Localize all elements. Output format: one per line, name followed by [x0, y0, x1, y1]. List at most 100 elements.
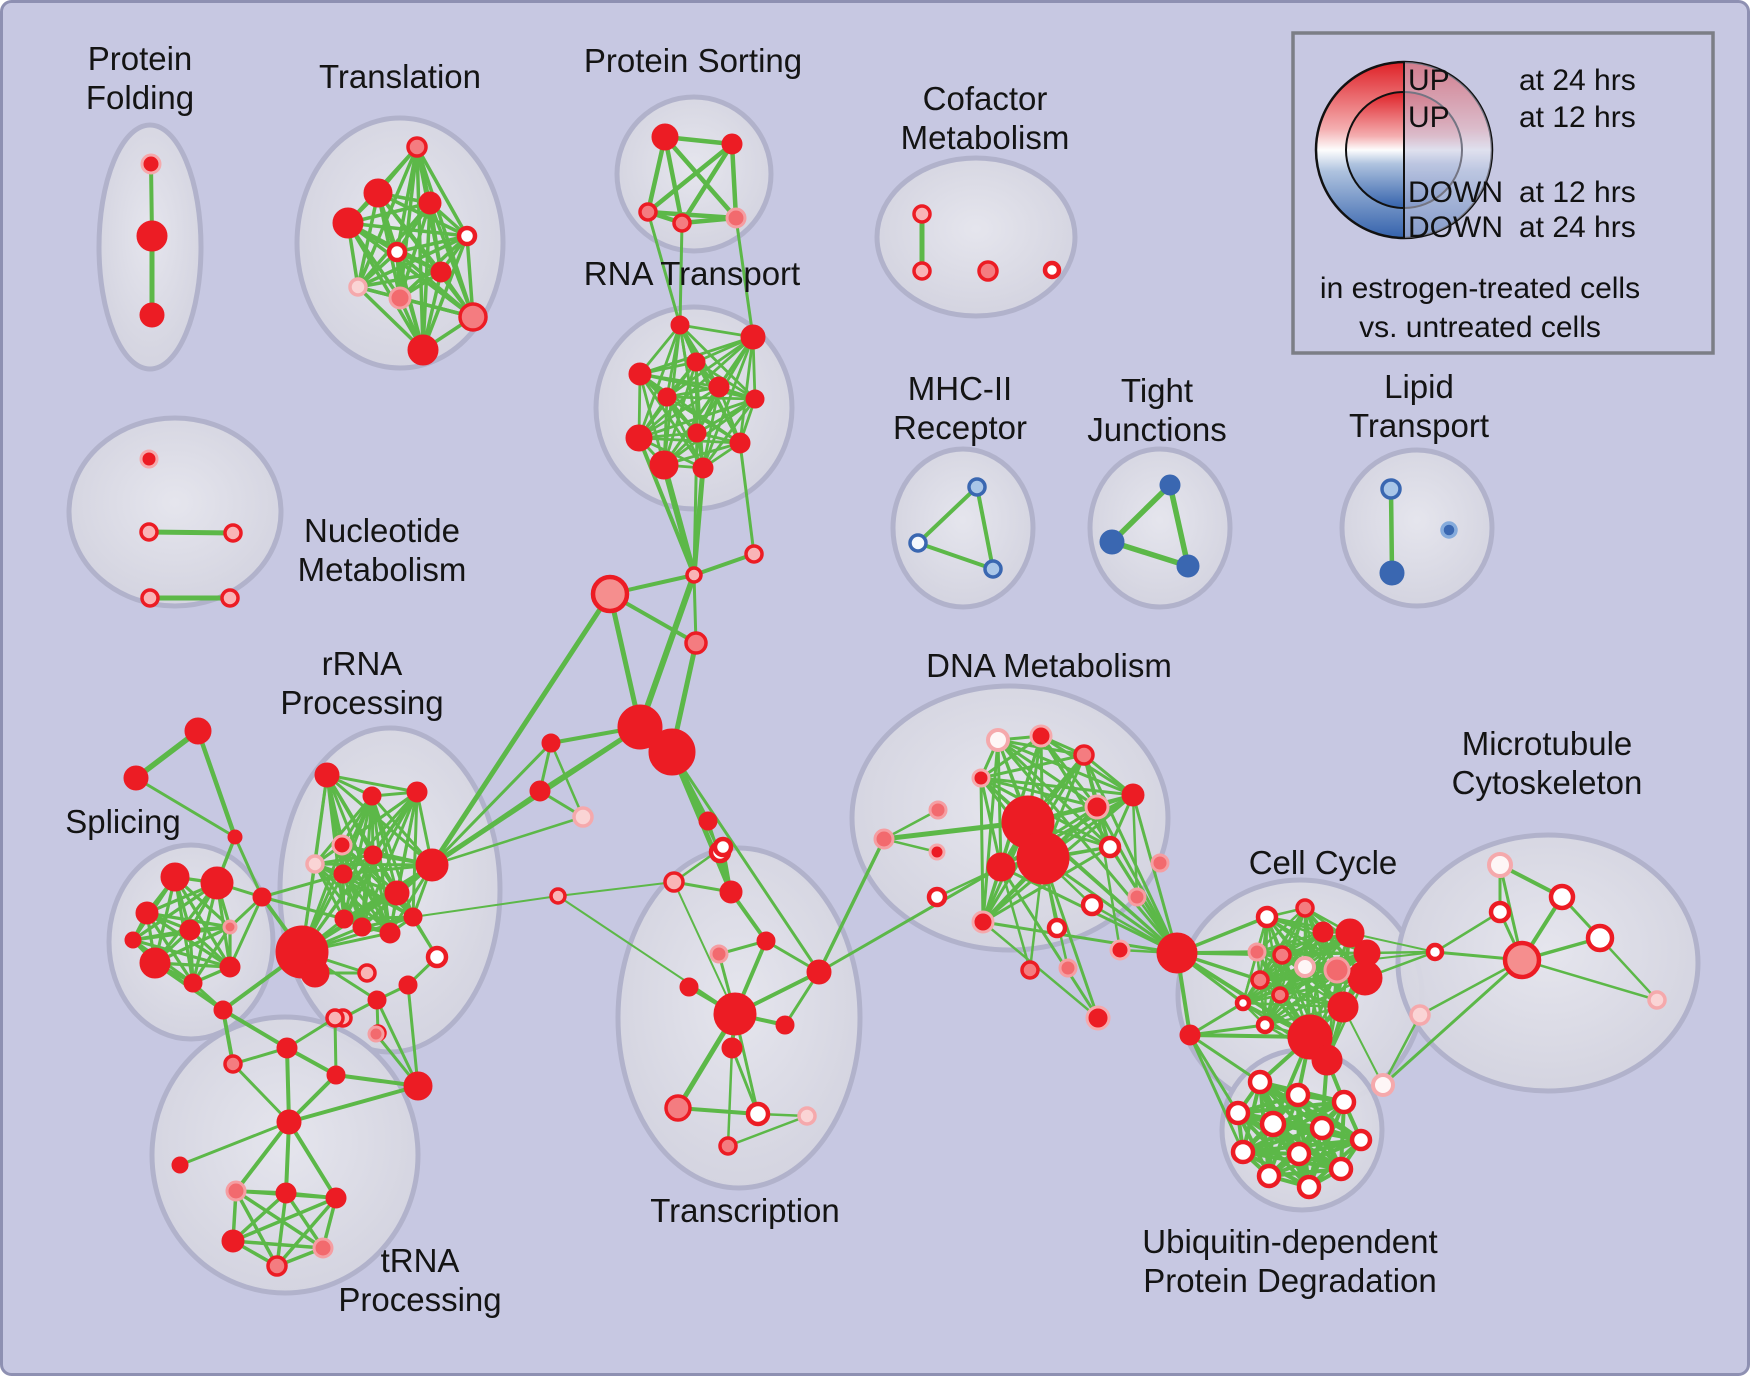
edge-tc15-tc14 — [726, 1114, 809, 1148]
cluster-label-lipid-transport: Transport — [1349, 407, 1489, 444]
gene-node-rn9 — [729, 432, 751, 454]
gene-node-tc15 — [718, 1136, 738, 1156]
gene-node-rr15 — [425, 945, 449, 969]
gene-node-pf0 — [140, 153, 162, 175]
edge-rn0-rn7 — [637, 323, 682, 440]
legend-direction-label-down-2: DOWN — [1408, 176, 1503, 209]
gene-node-rr14 — [300, 958, 330, 988]
gene-node-rr16 — [357, 963, 377, 983]
gene-node-ub11 — [1296, 1174, 1322, 1200]
node-layer — [123, 123, 1667, 1277]
gene-node-ub7 — [1230, 1139, 1256, 1165]
gene-node-rr6 — [363, 845, 383, 865]
edge-dm20-dm9 — [1095, 805, 1122, 952]
edge-tr5-tr10 — [395, 250, 475, 319]
edge-ps1-ps3 — [679, 141, 735, 226]
cluster-label-protein-folding: Folding — [86, 79, 194, 116]
gene-node-rr18 — [367, 990, 387, 1010]
edge-rr6-rr11 — [371, 853, 392, 935]
legend-footer-line-1: vs. untreated cells — [1359, 311, 1601, 344]
gene-node-ub1 — [1285, 1082, 1311, 1108]
gene-node-tc9 — [713, 992, 757, 1036]
gene-node-rn2 — [686, 352, 706, 372]
gene-node-cc6 — [1250, 970, 1270, 990]
gene-node-rr9 — [334, 909, 354, 929]
edge-tj1-tj2 — [1109, 539, 1191, 569]
edge-tr6-tr7 — [356, 270, 443, 289]
edge-rn6-rn10 — [662, 397, 757, 467]
edge-dm21-dm8 — [999, 865, 1100, 1020]
gene-node-ub8 — [1286, 1141, 1312, 1167]
gene-node-tc4 — [712, 836, 734, 858]
gene-node-rn0 — [670, 315, 690, 335]
gene-node-lp1 — [1379, 560, 1405, 586]
gene-node-cf2 — [977, 260, 999, 282]
edge-rn1-rn9 — [738, 335, 755, 445]
gene-node-sp9 — [124, 931, 142, 949]
gene-node-cc4 — [1272, 945, 1292, 965]
edge-nm1-nm2 — [146, 529, 236, 536]
edge-tn11-tn14 — [275, 1196, 338, 1268]
edge-dm0-dm9 — [996, 738, 1099, 809]
edge-mc4-mc2 — [1433, 910, 1502, 954]
edge-cc9-cc11 — [1263, 931, 1352, 1027]
gene-node-tn7 — [276, 1109, 302, 1135]
edge-l0-pk0 — [549, 741, 585, 819]
gene-node-h1 — [617, 704, 663, 750]
gene-node-dm0 — [986, 728, 1010, 752]
gene-node-tr7 — [348, 277, 368, 297]
edge-ps2-rn0 — [646, 210, 682, 327]
gene-node-tn5 — [326, 1065, 346, 1085]
edge-tn10-tn13 — [284, 1191, 325, 1250]
edge-rn7-j0 — [637, 436, 696, 577]
gene-node-mc5 — [1585, 923, 1615, 953]
gene-node-cc11 — [1335, 918, 1365, 948]
edge-ps4-rn1 — [734, 216, 755, 339]
gene-node-dm13 — [926, 886, 948, 908]
gene-node-tr0 — [406, 136, 428, 158]
edge-dm3-dm14 — [979, 776, 985, 924]
gene-node-st2 — [227, 829, 243, 845]
gene-node-ps0 — [651, 123, 679, 151]
edge-rr4-rr6 — [313, 853, 375, 866]
cluster-label-tight-junctions: Tight — [1121, 372, 1193, 409]
gene-node-cc2 — [1312, 921, 1334, 943]
gene-node-dm9 — [1084, 794, 1110, 820]
gene-node-mc1 — [1548, 883, 1576, 911]
edge-dm3-dm8 — [979, 776, 1003, 869]
gene-node-tj2 — [1176, 554, 1200, 578]
edge-rn9-j1 — [738, 441, 756, 556]
edge-rr7-pk0 — [430, 815, 585, 867]
edge-dm3-dm9 — [979, 776, 1099, 809]
gene-node-rn6 — [745, 389, 765, 409]
gene-node-dm21 — [1085, 1005, 1111, 1031]
edge-cc3-cc11 — [1255, 931, 1352, 954]
edge-tn7-tn8 — [178, 1120, 291, 1167]
cluster-ellipse-nucleotide-metabolism — [66, 415, 284, 609]
gene-node-cf1 — [912, 261, 932, 281]
gene-node-tn1 — [223, 1054, 243, 1074]
edge-tn10-tn14 — [275, 1191, 288, 1268]
edge-tc8-dm8 — [817, 865, 1003, 974]
gene-node-dm14 — [971, 910, 995, 934]
gene-node-tc14 — [797, 1106, 817, 1126]
edge-sp2-sp9 — [131, 881, 219, 942]
edge-tn7-tn9 — [234, 1120, 291, 1193]
gene-node-cc5 — [1294, 956, 1316, 978]
legend-time-label-0: at 24 hrs — [1519, 64, 1636, 97]
edge-sp0-sp8 — [228, 895, 264, 969]
cluster-label-cofactor-metabolism: Metabolism — [901, 119, 1070, 156]
edge-cc8-cc15 — [1241, 968, 1339, 1005]
cluster-label-cell-cycle: Cell Cycle — [1249, 844, 1398, 881]
edge-mc3-mc8 — [1520, 958, 1659, 1002]
gene-node-dm16 — [1080, 893, 1104, 917]
gene-node-tr1 — [363, 178, 393, 208]
gene-node-tc1 — [663, 871, 685, 893]
gene-node-rr17 — [398, 975, 418, 995]
gene-node-tc8 — [806, 959, 832, 985]
edge-rn3-rn11 — [638, 372, 705, 470]
edge-tc16-tc1 — [557, 881, 675, 897]
edge-rr7-bh0 — [429, 591, 613, 868]
